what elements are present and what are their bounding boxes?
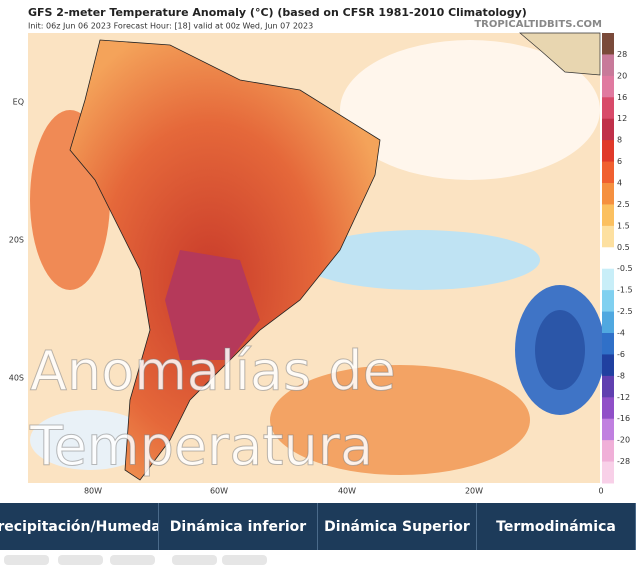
colorbar-swatch — [602, 54, 614, 77]
colorbar-swatch — [602, 247, 614, 270]
placeholder — [110, 555, 155, 565]
sea-cool — [300, 230, 540, 290]
colorbar-swatch — [602, 461, 614, 484]
colorbar-swatch — [602, 375, 614, 398]
lon-label: 40W — [338, 487, 356, 496]
overlay-text: Anomalías de — [30, 340, 396, 403]
colorbar-label: -4 — [617, 329, 625, 338]
colorbar-label: 28 — [617, 50, 627, 59]
sea-warm — [270, 365, 530, 475]
colorbar-label: 8 — [617, 136, 622, 145]
colorbar-swatch — [602, 333, 614, 355]
lat-label: 20S — [9, 236, 24, 245]
colorbar-label: 4 — [617, 179, 622, 188]
colorbar-label: -28 — [617, 457, 630, 466]
overlay: Anomalías de Temperatura — [29, 339, 397, 478]
colorbar-label: -12 — [617, 393, 630, 402]
colorbar-swatch — [602, 290, 614, 313]
info: Init: 06z Jun 06 2023 Forecast Hour: [18… — [28, 22, 313, 31]
colorbar: 28 20 16 12 8 6 4 2.5 1.5 0.5 -0.5 -1.5 -2.5 -4 -6 -8 -1… — [602, 33, 633, 484]
title: GFS 2-meter Temperature Anomaly (°C) (ba… — [28, 6, 527, 19]
colorbar-swatch — [602, 354, 614, 377]
colorbar-swatch — [602, 204, 614, 227]
colorbar-label: -0.5 — [617, 264, 633, 273]
colorbar-label: 16 — [617, 93, 627, 102]
colorbar-label: -16 — [617, 414, 630, 423]
site: TROPICALTIDBITS.COM — [474, 19, 602, 30]
tab[interactable]: Precipitación/Humedad — [0, 503, 159, 550]
tab[interactable]: Dinámica inferior — [159, 503, 318, 550]
lon-label: 20W — [465, 487, 483, 496]
colorbar-swatch — [602, 33, 614, 55]
lon-label: 80W — [84, 487, 102, 496]
colorbar-swatch — [602, 183, 614, 205]
map-figure: GFS 2-meter Temperature Anomaly (°C) (ba… — [9, 6, 633, 496]
colorbar-label: 2.5 — [617, 200, 630, 209]
colorbar-swatch — [602, 97, 614, 120]
placeholder — [58, 555, 103, 565]
africa — [519, 32, 601, 76]
overlay-text: Temperatura — [29, 415, 373, 478]
placeholder — [4, 555, 49, 565]
colorbar-label: -6 — [617, 350, 625, 359]
sea — [340, 40, 600, 180]
lon-label: 0 — [598, 487, 603, 496]
colorbar-label: 20 — [617, 71, 627, 80]
colorbar-swatch — [602, 440, 614, 463]
colorbar-label: 12 — [617, 114, 627, 123]
tab[interactable]: Dinámica Superior — [318, 503, 477, 550]
tab[interactable]: Termodinámica — [477, 503, 636, 550]
lat-label: EQ — [13, 98, 24, 107]
colorbar-label: -20 — [617, 436, 630, 445]
colorbar-label: -2.5 — [617, 307, 633, 316]
colorbar-swatch — [602, 418, 614, 441]
colorbar-label: 0.5 — [617, 243, 630, 252]
colorbar-label: -8 — [617, 371, 625, 380]
tab-bar: Precipitación/HumedadDinámica inferiorDi… — [0, 503, 636, 550]
colorbar-label: 6 — [617, 157, 622, 166]
colorbar-label: 1.5 — [617, 221, 630, 230]
colorbar-swatch — [602, 118, 614, 141]
colorbar-swatch — [602, 75, 614, 98]
sea-cold — [535, 310, 585, 390]
placeholder — [172, 555, 217, 565]
lon-label: 60W — [210, 487, 228, 496]
colorbar-swatch — [602, 397, 614, 420]
colorbar-swatch — [602, 161, 614, 184]
lat-label: 40S — [9, 374, 24, 383]
placeholder — [222, 555, 267, 565]
colorbar-swatch — [602, 268, 614, 291]
colorbar-swatch — [602, 311, 614, 334]
hot-anomaly — [165, 250, 260, 360]
colorbar-swatch — [602, 140, 614, 163]
sea-cool — [30, 410, 150, 470]
colorbar-swatch — [602, 225, 614, 248]
colorbar-label: -1.5 — [617, 286, 633, 295]
